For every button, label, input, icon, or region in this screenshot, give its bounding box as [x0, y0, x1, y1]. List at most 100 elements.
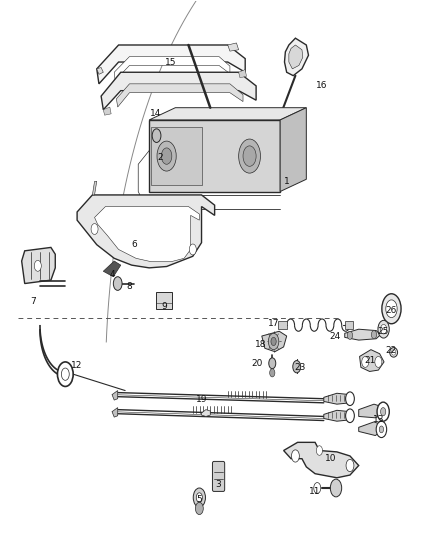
Text: 7: 7 — [31, 297, 36, 306]
Polygon shape — [359, 422, 381, 435]
Polygon shape — [112, 391, 118, 400]
Circle shape — [239, 139, 261, 173]
Circle shape — [346, 392, 354, 406]
Polygon shape — [345, 321, 353, 329]
Circle shape — [270, 369, 275, 377]
Polygon shape — [117, 84, 243, 107]
Polygon shape — [262, 331, 287, 352]
Text: 26: 26 — [386, 306, 397, 316]
Circle shape — [375, 357, 382, 367]
Text: 9: 9 — [162, 302, 167, 311]
Circle shape — [195, 502, 203, 514]
Circle shape — [330, 479, 342, 497]
Text: 16: 16 — [316, 82, 327, 91]
Circle shape — [371, 330, 377, 339]
Circle shape — [269, 358, 276, 369]
Text: 4: 4 — [109, 270, 115, 279]
Text: 6: 6 — [131, 240, 137, 249]
Circle shape — [152, 129, 161, 142]
Polygon shape — [285, 38, 308, 76]
Circle shape — [381, 325, 387, 334]
Text: 19: 19 — [196, 395, 207, 404]
Circle shape — [314, 482, 321, 494]
Circle shape — [346, 409, 354, 423]
Polygon shape — [324, 393, 350, 404]
Text: 8: 8 — [127, 282, 132, 291]
Text: 21: 21 — [364, 356, 375, 365]
Circle shape — [189, 244, 196, 255]
Polygon shape — [114, 56, 230, 80]
Polygon shape — [97, 68, 103, 74]
Polygon shape — [95, 206, 199, 262]
Circle shape — [34, 260, 41, 271]
Circle shape — [316, 446, 322, 455]
Circle shape — [271, 337, 276, 345]
Polygon shape — [360, 350, 384, 372]
Circle shape — [346, 459, 354, 472]
Text: 10: 10 — [325, 454, 336, 463]
Circle shape — [113, 277, 122, 290]
Polygon shape — [112, 408, 118, 417]
Text: 2: 2 — [157, 153, 163, 162]
Text: 25: 25 — [377, 327, 389, 336]
Ellipse shape — [390, 348, 398, 357]
Text: 12: 12 — [71, 361, 83, 370]
Circle shape — [161, 148, 172, 164]
Polygon shape — [345, 329, 381, 340]
Polygon shape — [21, 247, 55, 284]
Circle shape — [57, 362, 73, 386]
Polygon shape — [324, 410, 350, 421]
Circle shape — [347, 331, 353, 340]
Circle shape — [293, 360, 300, 373]
Polygon shape — [101, 72, 256, 110]
Circle shape — [378, 320, 389, 338]
Circle shape — [61, 368, 69, 381]
Polygon shape — [289, 45, 303, 69]
Circle shape — [268, 333, 279, 350]
FancyBboxPatch shape — [155, 293, 172, 309]
Text: 15: 15 — [165, 58, 177, 67]
Text: 5: 5 — [197, 495, 202, 504]
Circle shape — [291, 450, 299, 462]
Polygon shape — [149, 120, 280, 191]
Polygon shape — [77, 195, 215, 268]
Polygon shape — [239, 69, 247, 78]
Circle shape — [193, 488, 205, 507]
Text: 24: 24 — [329, 332, 340, 341]
Polygon shape — [151, 127, 201, 185]
Text: 18: 18 — [255, 341, 266, 349]
Polygon shape — [280, 108, 306, 191]
Circle shape — [243, 146, 256, 166]
Text: 17: 17 — [268, 319, 279, 328]
Circle shape — [377, 402, 389, 421]
Text: 13: 13 — [373, 415, 384, 424]
Polygon shape — [97, 45, 245, 84]
Circle shape — [157, 141, 176, 171]
Circle shape — [382, 294, 401, 324]
Polygon shape — [228, 43, 239, 51]
Text: 3: 3 — [215, 480, 221, 489]
Text: 20: 20 — [252, 359, 263, 368]
Text: 23: 23 — [294, 363, 305, 372]
Circle shape — [379, 426, 384, 433]
Polygon shape — [92, 181, 97, 195]
Text: 14: 14 — [150, 109, 161, 118]
Circle shape — [386, 300, 397, 318]
Polygon shape — [278, 321, 287, 329]
Polygon shape — [121, 222, 141, 240]
Text: 1: 1 — [284, 177, 290, 186]
Polygon shape — [201, 410, 210, 416]
Circle shape — [91, 223, 98, 235]
Polygon shape — [284, 442, 359, 478]
Polygon shape — [103, 261, 121, 277]
Circle shape — [381, 408, 386, 416]
Polygon shape — [149, 108, 306, 120]
Circle shape — [376, 421, 387, 438]
Ellipse shape — [392, 350, 396, 355]
Polygon shape — [103, 107, 111, 115]
Circle shape — [196, 493, 202, 502]
FancyBboxPatch shape — [212, 462, 225, 491]
Circle shape — [362, 357, 369, 367]
Text: 22: 22 — [386, 346, 397, 355]
Polygon shape — [359, 404, 383, 418]
